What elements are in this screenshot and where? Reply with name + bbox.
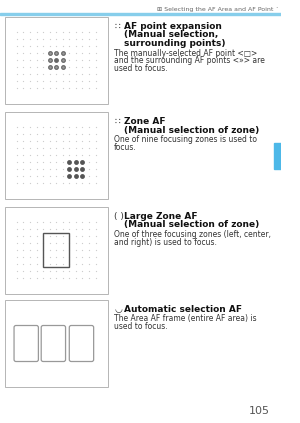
Text: ∷: ∷: [114, 117, 120, 126]
Text: One of three focusing zones (left, center,: One of three focusing zones (left, cente…: [114, 230, 271, 239]
Text: used to focus.: used to focus.: [114, 322, 168, 331]
Text: 105: 105: [249, 406, 270, 416]
Text: Zone AF: Zone AF: [124, 117, 165, 126]
Text: ⊞ Selecting the AF Area and AF Point ´: ⊞ Selecting the AF Area and AF Point ´: [157, 7, 278, 12]
Bar: [5, 207, 108, 294]
Bar: [5, 300, 108, 387]
Text: Automatic selection AF: Automatic selection AF: [124, 305, 242, 314]
Text: ◡: ◡: [114, 305, 122, 314]
Text: focus.: focus.: [114, 143, 137, 152]
Text: The Area AF frame (entire AF area) is: The Area AF frame (entire AF area) is: [114, 314, 257, 324]
Text: (Manual selection,: (Manual selection,: [124, 30, 218, 39]
Text: used to focus.: used to focus.: [114, 64, 168, 73]
Text: and the surrounding AF points <»> are: and the surrounding AF points <»> are: [114, 56, 265, 65]
Bar: [5, 17, 108, 104]
Bar: [5, 112, 108, 199]
Text: AF point expansion: AF point expansion: [124, 22, 221, 31]
Text: ( ): ( ): [114, 212, 124, 221]
Bar: [274, 143, 281, 169]
Bar: [0, 13, 281, 16]
Text: (Manual selection of zone): (Manual selection of zone): [124, 220, 259, 230]
Text: The manually-selected AF point <□>: The manually-selected AF point <□>: [114, 49, 257, 58]
Text: (Manual selection of zone): (Manual selection of zone): [124, 126, 259, 135]
Text: One of nine focusing zones is used to: One of nine focusing zones is used to: [114, 135, 257, 144]
Text: Large Zone AF: Large Zone AF: [124, 212, 197, 221]
Text: and right) is used to focus.: and right) is used to focus.: [114, 238, 217, 247]
Bar: [43, 233, 69, 267]
Text: ∷: ∷: [114, 22, 120, 31]
Text: surrounding points): surrounding points): [124, 39, 225, 48]
